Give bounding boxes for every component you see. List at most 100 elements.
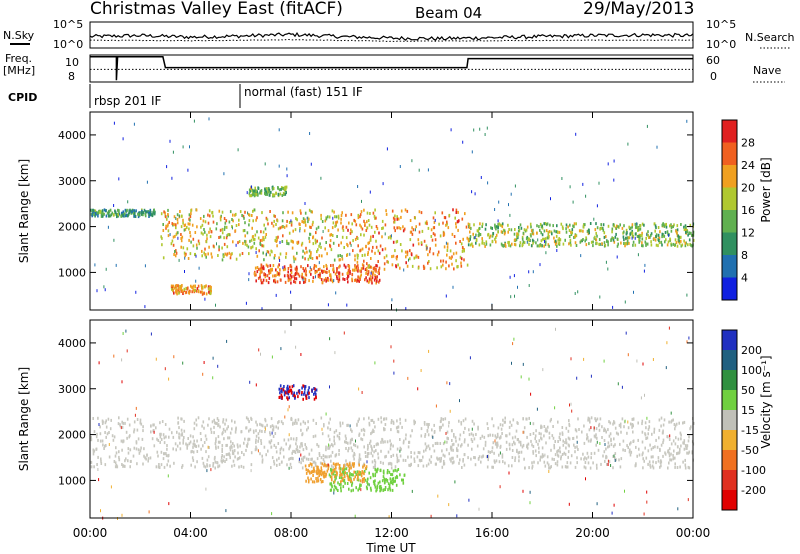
echo-mark [201, 249, 203, 253]
echo-mark [268, 440, 271, 444]
scatter-point [621, 385, 623, 389]
echo-mark [374, 208, 376, 212]
echo-mark [192, 458, 195, 462]
echo-mark [186, 446, 188, 450]
echo-mark [604, 244, 607, 247]
echo-mark [421, 229, 424, 233]
echo-mark [311, 223, 314, 227]
echo-mark [554, 440, 556, 443]
echo-mark [249, 428, 252, 432]
echo-mark [436, 456, 438, 460]
echo-mark [377, 417, 380, 421]
echo-mark [610, 437, 612, 441]
scatter-point [167, 474, 169, 478]
scatter-point [390, 234, 392, 238]
echo-mark [498, 460, 501, 464]
echo-mark [310, 268, 313, 272]
echo-mark [353, 470, 355, 474]
echo-mark [622, 235, 625, 239]
echo-mark [301, 220, 303, 224]
echo-mark [319, 271, 321, 275]
scatter-point [544, 240, 546, 243]
scatter-point [408, 258, 409, 262]
scatter-point [554, 406, 556, 410]
echo-mark [520, 450, 523, 454]
scatter-point [210, 468, 212, 472]
echo-mark [104, 463, 107, 467]
echo-mark [610, 443, 613, 447]
echo-mark [629, 453, 632, 457]
echo-mark [345, 447, 347, 450]
echo-mark [589, 222, 592, 225]
echo-mark [292, 384, 295, 388]
echo-mark [372, 465, 375, 469]
echo-mark [337, 216, 340, 220]
echo-mark [257, 236, 260, 240]
echo-mark [341, 211, 343, 215]
echo-mark [295, 277, 298, 281]
echo-mark [489, 234, 492, 238]
echo-mark [366, 279, 368, 283]
echo-mark [521, 445, 524, 449]
echo-mark [361, 263, 364, 267]
echo-mark [218, 209, 221, 213]
echo-mark [595, 238, 598, 242]
echo-mark [280, 420, 283, 424]
echo-mark [252, 209, 254, 213]
echo-mark [214, 442, 217, 446]
echo-mark [185, 290, 188, 294]
echo-mark [111, 434, 114, 438]
echo-mark [330, 248, 333, 252]
echo-mark [91, 214, 93, 218]
echo-mark [111, 211, 114, 215]
echo-mark [124, 459, 126, 463]
echo-mark [335, 486, 337, 489]
scatter-point [212, 356, 214, 360]
echo-mark [504, 461, 506, 465]
echo-mark [523, 426, 526, 430]
noise-left-tick-low: 10^0 [53, 38, 83, 51]
scatter-point [686, 340, 688, 344]
echo-mark [538, 225, 540, 229]
echo-mark [658, 436, 660, 440]
echo-mark [247, 417, 249, 421]
echo-mark [532, 432, 535, 435]
echo-mark [649, 463, 651, 467]
echo-mark [522, 231, 525, 235]
scatter-point [499, 451, 501, 455]
echo-mark [341, 235, 344, 239]
echo-mark [543, 460, 546, 464]
echo-mark [241, 451, 243, 454]
scatter-point [217, 364, 219, 368]
echo-mark [202, 420, 205, 424]
echo-mark [261, 266, 264, 270]
echo-mark [390, 455, 392, 458]
echo-mark [257, 193, 259, 197]
echo-mark [594, 228, 597, 232]
scatter-point [298, 457, 300, 461]
echo-mark [584, 223, 586, 227]
scatter-point [627, 142, 629, 146]
echo-mark [481, 222, 484, 226]
echo-mark [262, 251, 264, 255]
scatter-point [509, 275, 511, 279]
echo-mark [675, 229, 677, 233]
echo-mark [231, 445, 233, 449]
echo-mark [295, 448, 298, 451]
echo-mark [181, 433, 184, 437]
echo-mark [238, 465, 240, 469]
velocity-colorbar-tick: 15 [741, 404, 755, 417]
echo-mark [406, 250, 409, 254]
x-tick-label: 04:00 [173, 526, 208, 540]
echo-mark [100, 462, 103, 465]
echo-mark [495, 233, 498, 237]
echo-mark [548, 431, 551, 435]
echo-mark [174, 250, 176, 253]
echo-mark [385, 254, 388, 258]
echo-mark [150, 213, 153, 217]
scatter-point [318, 261, 320, 265]
echo-mark [384, 486, 387, 489]
echo-mark [353, 457, 355, 461]
echo-mark [631, 223, 634, 227]
echo-mark [204, 285, 206, 289]
